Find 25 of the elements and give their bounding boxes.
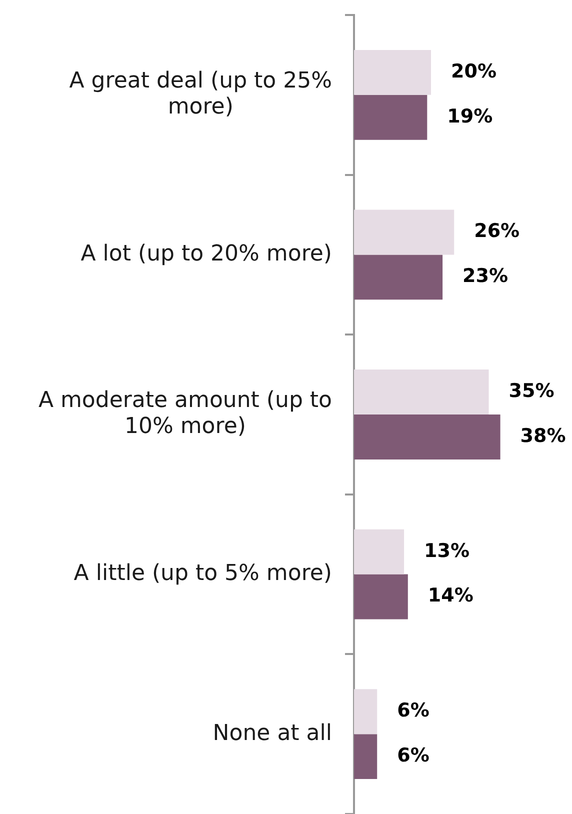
bar xyxy=(354,370,489,414)
bar xyxy=(354,529,404,574)
data-label: 20% xyxy=(451,60,496,82)
bar xyxy=(354,210,454,255)
y-tick-label: A lot (up to 20% more) xyxy=(80,241,332,266)
data-label: 6% xyxy=(397,700,430,722)
bar xyxy=(354,689,378,734)
data-label: 13% xyxy=(424,540,470,562)
y-tick-label: A little (up to 5% more) xyxy=(74,561,332,586)
data-label: 19% xyxy=(447,105,493,128)
y-tick-label: A moderate amount (up to 10% more) xyxy=(38,388,332,440)
data-label: 23% xyxy=(462,265,508,288)
bar xyxy=(354,734,378,780)
bar xyxy=(354,574,408,620)
y-tick-label: A great deal (up to 25% more) xyxy=(69,68,332,120)
bar xyxy=(354,94,428,140)
data-label: 26% xyxy=(474,220,520,242)
data-label: 38% xyxy=(520,424,566,447)
data-label: 6% xyxy=(397,744,430,767)
bar xyxy=(354,414,500,460)
data-label: 14% xyxy=(428,584,474,607)
bar xyxy=(354,254,443,300)
bar xyxy=(354,50,431,95)
data-label: 35% xyxy=(508,380,554,402)
y-tick-label: None at all xyxy=(212,720,332,746)
